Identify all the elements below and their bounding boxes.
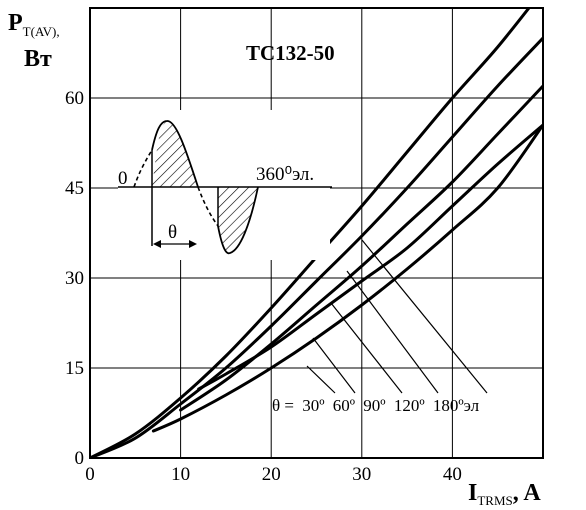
x-tick-0: 0 bbox=[85, 464, 95, 485]
y-tick-30: 30 bbox=[65, 268, 84, 289]
label-leader-lines bbox=[306, 239, 488, 394]
positive-halfwave bbox=[151, 120, 199, 188]
inset-end-label: 360⁰эл. bbox=[256, 164, 314, 185]
negative-halfwave bbox=[217, 186, 259, 255]
leader-line-0 bbox=[306, 365, 336, 394]
theta-label: θ bbox=[168, 222, 177, 243]
curve-3 bbox=[151, 123, 543, 433]
leader-line-4 bbox=[361, 239, 488, 394]
negative-hatched-area bbox=[218, 187, 258, 254]
y-tick-labels: 0 15 30 45 60 bbox=[65, 88, 84, 469]
chart-title: ТС132-50 bbox=[246, 41, 335, 65]
curve-4 bbox=[197, 123, 543, 391]
y-axis-subscript: T(AV), bbox=[23, 24, 60, 39]
x-axis-subscript: TRMS bbox=[477, 493, 512, 508]
x-axis-symbol: I bbox=[468, 480, 477, 506]
x-tick-40: 40 bbox=[443, 464, 462, 485]
y-tick-60: 60 bbox=[65, 88, 84, 109]
label-180: 180ºэл bbox=[433, 396, 480, 415]
conduction-angle-inset: 0 360⁰эл. θ bbox=[118, 110, 332, 260]
x-axis-unit: , A bbox=[513, 480, 542, 506]
y-axis-unit: Вт bbox=[24, 46, 52, 72]
y-tick-0: 0 bbox=[75, 448, 85, 469]
label-120: 120º bbox=[394, 396, 425, 415]
theta-arrow-left-head bbox=[153, 240, 161, 248]
y-tick-15: 15 bbox=[65, 358, 84, 379]
label-90: 90º bbox=[363, 396, 385, 415]
x-tick-30: 30 bbox=[352, 464, 371, 485]
y-axis-symbol: P bbox=[8, 10, 23, 36]
leader-line-2 bbox=[330, 302, 403, 394]
inset-zero-label: 0 bbox=[118, 168, 128, 189]
x-tick-20: 20 bbox=[262, 464, 281, 485]
curve-2 bbox=[179, 84, 543, 412]
label-60: 60º bbox=[333, 396, 355, 415]
leader-line-3 bbox=[346, 270, 439, 394]
x-axis-title: ITRMS, A bbox=[468, 480, 541, 508]
label-30: 30º bbox=[302, 396, 324, 415]
negative-halfwave-dashed bbox=[197, 186, 219, 227]
positive-halfwave-dashed bbox=[133, 149, 153, 188]
curve-labels: θ = 30º 60º 90º 120º 180ºэл bbox=[272, 396, 480, 415]
x-tick-labels: 0 10 20 30 40 bbox=[85, 464, 462, 485]
curve-1 bbox=[90, 36, 543, 458]
theta-equals-label: θ = bbox=[272, 396, 294, 415]
plot-frame bbox=[89, 7, 544, 459]
y-axis-title: PT(AV), bbox=[8, 10, 60, 39]
positive-hatched-area bbox=[152, 120, 198, 187]
x-tick-10: 10 bbox=[171, 464, 190, 485]
y-tick-45: 45 bbox=[65, 178, 84, 199]
leader-line-1 bbox=[312, 337, 356, 394]
theta-arrow-right-head bbox=[189, 240, 197, 248]
